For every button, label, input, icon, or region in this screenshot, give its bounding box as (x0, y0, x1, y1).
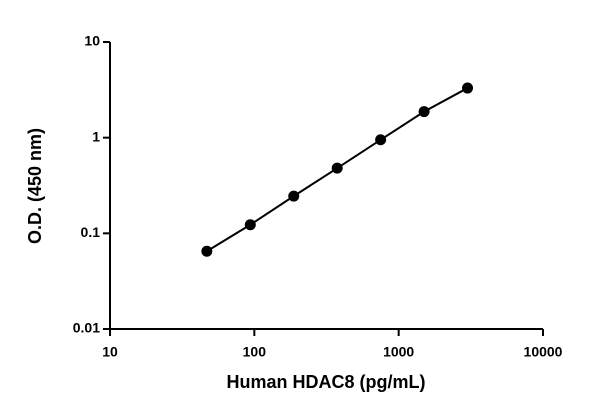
y-tick-label: 0.1 (81, 224, 101, 240)
x-tick-label: 100 (243, 344, 267, 360)
data-point (331, 162, 343, 174)
y-tick-label: 10 (84, 33, 100, 49)
y-tick-label: 1 (92, 128, 100, 144)
x-tick-label: 10 (102, 344, 118, 360)
data-point (201, 245, 213, 257)
y-tick-label: 0.01 (73, 320, 100, 336)
x-tick-label: 1000 (383, 344, 414, 360)
y-axis-title: O.D. (450 nm) (25, 128, 45, 244)
data-point (418, 106, 430, 118)
x-tick-label: 10000 (524, 344, 563, 360)
data-point (288, 190, 300, 202)
data-point (244, 219, 256, 231)
data-point (462, 82, 474, 94)
data-point (375, 134, 387, 146)
x-axis-title: Human HDAC8 (pg/mL) (227, 372, 426, 392)
